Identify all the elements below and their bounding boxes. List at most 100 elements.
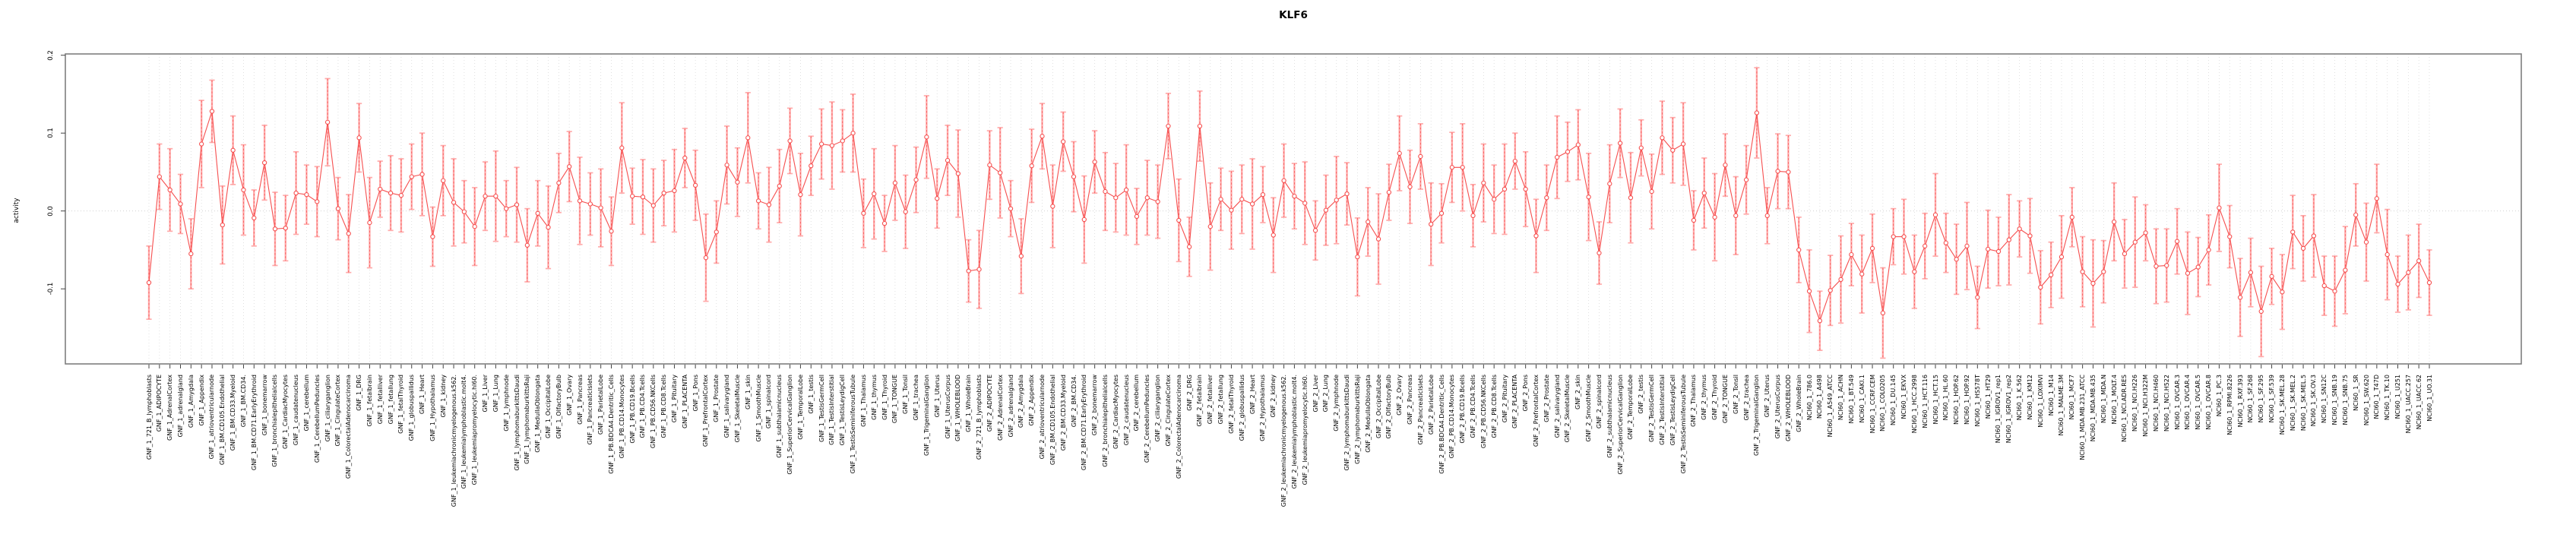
x-axis-label: NCI60_1_MCF7 [2068, 375, 2076, 420]
x-axis-label: NCI60_1_K.562 [2016, 375, 2024, 421]
x-axis-label: GNF_1_TestisSeminiferousTubule [850, 375, 857, 474]
x-axis-label: GNF_1_TestisInterstitial [828, 375, 836, 445]
data-point [755, 198, 761, 204]
x-axis-label: GNF_1_Pons [691, 375, 699, 412]
x-axis-label: NCI60_1_EKVX [1900, 375, 1908, 419]
x-axis-label: GNF_1_Thalamus [859, 375, 867, 427]
x-axis-label: GNF_1_BM.CD71.EarlyErythroid [250, 375, 258, 471]
data-point [2237, 295, 2243, 300]
x-axis-label: GNF_2_ADIPOCYTE [986, 375, 993, 432]
data-point [1638, 145, 1644, 150]
x-axis-label: NCI60_1_A498 [1816, 375, 1824, 419]
x-axis-label: GNF_1_ADIPOCYTE [156, 375, 163, 432]
data-point [2290, 229, 2296, 235]
x-axis-label: NCI60_1_OVCAR.3 [2173, 375, 2181, 430]
data-point [1323, 207, 1329, 213]
x-axis-label: NCI60_1_SNB.19 [2331, 375, 2339, 425]
data-point [1144, 195, 1150, 201]
data-point [346, 231, 351, 236]
x-axis-label: GNF_2_leukemiachronicmyelogenous.k562. [1280, 375, 1288, 507]
data-point [703, 255, 709, 261]
x-axis-label: GNF_1_PB.CD19.Bcells [628, 375, 636, 444]
x-axis-label: GNF_2_skin [1574, 375, 1582, 409]
x-axis-label: GNF_2_PrefrontalCortex [1532, 375, 1540, 447]
x-axis-label: GNF_1_TONGUE [891, 375, 899, 424]
data-point [1218, 197, 1223, 202]
x-axis-label: GNF_1_bronchialepithelialcells [271, 375, 279, 467]
data-point [2385, 251, 2390, 258]
x-axis-label: NCI60_1_HCT.116 [1921, 375, 1929, 428]
x-axis-label: GNF_1_atrioventricularnode [208, 375, 216, 460]
x-axis-label: GNF_1_fetalThyroid [397, 375, 405, 434]
data-point [1481, 180, 1486, 185]
data-point [640, 194, 646, 200]
data-point [535, 210, 540, 216]
data-point [419, 172, 425, 177]
data-point [1586, 194, 1591, 200]
x-axis-label: NCI60_1_IGROV1_rep1 [1995, 375, 2002, 444]
x-axis-label: GNF_2_spinalcord [1595, 375, 1603, 429]
data-point [1281, 178, 1286, 183]
x-axis-label: GNF_1_adrenalgland [176, 375, 184, 438]
x-axis-label: GNF_2_PancreaticIslets [1416, 375, 1424, 445]
data-point [966, 268, 971, 274]
x-axis-label: GNF_2_subthalamicnucleus [1606, 375, 1613, 458]
x-axis-label: NCI60_1_NCI.H322M [2142, 375, 2150, 437]
data-point [1061, 139, 1066, 144]
x-axis-label: NCI60_1_DU.145 [1890, 375, 1897, 426]
data-point [1565, 149, 1571, 154]
data-point [1649, 188, 1654, 194]
x-axis-label: GNF_2_TestisGermCell [1648, 375, 1656, 443]
x-axis-label: NCI60_1_MOLT.4 [2110, 375, 2118, 425]
data-point [2006, 237, 2011, 242]
x-axis-label: GNF_1_BM.CD33.Myeloid [229, 375, 237, 451]
data-point [1492, 197, 1497, 202]
data-point [1040, 134, 1045, 139]
x-axis-label: NCI60_1_IGROV1_rep2 [2005, 375, 2013, 444]
x-axis-label: GNF_1_DRG [356, 375, 363, 411]
x-axis-label: NCI60_1_TK.10 [2384, 375, 2391, 421]
data-point [1869, 245, 1875, 251]
x-axis-label: NCI60_1_COLO205 [1879, 375, 1887, 432]
x-axis-label: GNF_1_testis [807, 375, 815, 414]
x-axis-label: GNF_1_Pancreas [576, 375, 584, 425]
data-point [1670, 147, 1676, 153]
data-point [451, 200, 457, 205]
data-point [241, 187, 246, 193]
data-point [1008, 206, 1014, 211]
x-axis-label: GNF_1_PrefrontalCortex [702, 375, 710, 447]
data-point [1470, 213, 1476, 218]
data-point [2038, 284, 2043, 290]
data-point [829, 143, 835, 148]
x-axis-label: GNF_2_PB.CD56.NKCells [1479, 375, 1487, 449]
data-point [1375, 236, 1381, 242]
data-point [546, 225, 551, 230]
data-point [2185, 270, 2191, 276]
x-axis-label: GNF_1_fetalliver [376, 375, 384, 425]
x-axis-label: GNF_1_TestisGermCell [818, 375, 825, 443]
x-axis-label: NCI60_1_HOP.62 [1953, 375, 1960, 425]
data-point [1397, 150, 1402, 156]
data-point [850, 131, 856, 136]
data-point [903, 209, 908, 214]
data-point [378, 186, 383, 192]
x-axis-label: GNF_1_Appendix [198, 375, 205, 426]
x-axis-label: NCI60_1_UACC.62 [2415, 375, 2423, 430]
data-point [1733, 213, 1739, 218]
data-point [630, 194, 635, 199]
data-point [1806, 289, 1812, 294]
data-point [1954, 257, 1959, 262]
x-axis-label: GNF_2_atrioventricularnode [1039, 375, 1046, 460]
x-axis-label: NCI60_1_NCI.H522 [2163, 375, 2170, 432]
y-axis-tick-label: 0.0 [47, 205, 55, 217]
data-point [504, 206, 509, 211]
data-point [1207, 224, 1213, 229]
data-point [861, 210, 866, 216]
data-point [1838, 277, 1843, 283]
data-point [1912, 269, 1917, 274]
x-axis-label: GNF_2_lymphomaburkittsRaji [1353, 375, 1361, 464]
data-point [2080, 269, 2085, 274]
data-point [367, 220, 372, 226]
x-axis-label: GNF_2_WHOLEBLOOD [1784, 375, 1792, 442]
